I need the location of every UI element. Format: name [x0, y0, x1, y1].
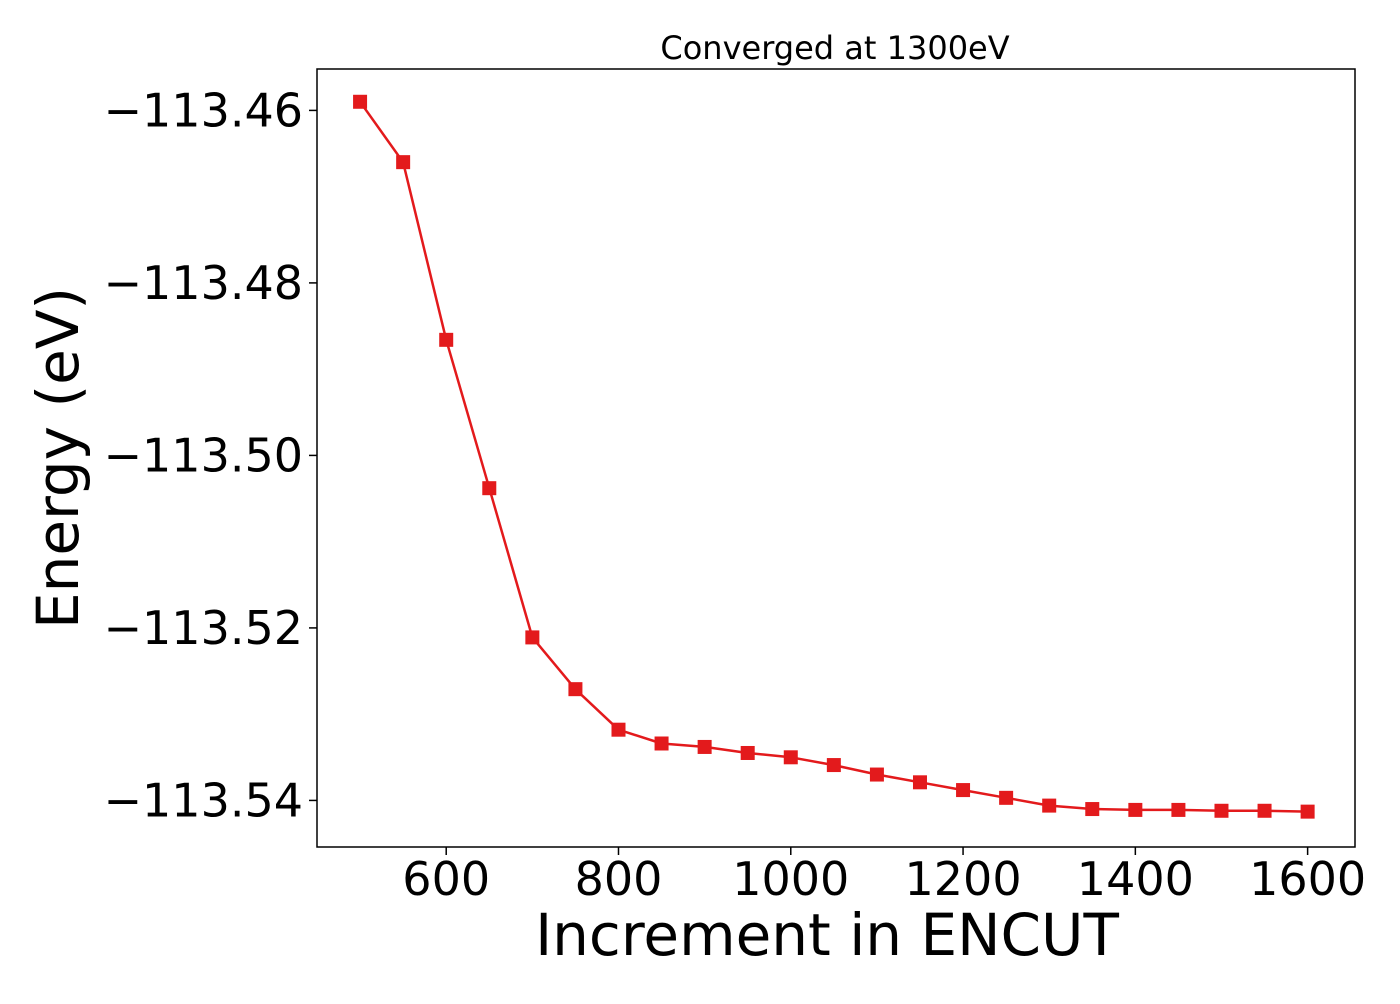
data-point [1300, 804, 1315, 819]
y-tick-label: −113.54 [104, 773, 304, 827]
data-point [697, 739, 712, 754]
x-tick-label: 1000 [732, 852, 849, 906]
plot-area: 600 800 1000 1200 1400 1600 −113.46 −113.48 −113… [104, 68, 1366, 906]
data-point [999, 790, 1014, 805]
chart-title: Converged at 1300eV [660, 29, 1009, 67]
data-point [1214, 803, 1229, 818]
x-tick-label: 1200 [905, 852, 1022, 906]
data-point [1042, 798, 1057, 813]
data-point [654, 736, 669, 751]
x-tick-label: 1400 [1077, 852, 1194, 906]
data-point [956, 783, 971, 798]
y-tick-label: −113.52 [104, 601, 304, 655]
data-point [439, 332, 454, 347]
series-line [359, 101, 1308, 813]
x-tick-label: 1600 [1249, 852, 1366, 906]
data-point [1085, 802, 1100, 817]
data-point [1171, 802, 1186, 817]
y-tick-label: −113.50 [104, 428, 304, 482]
data-point [1257, 803, 1272, 818]
y-axis-label: Energy (eV) [24, 287, 92, 629]
data-point [1128, 802, 1143, 817]
data-point [482, 481, 497, 496]
y-tick-label: −113.46 [104, 83, 304, 137]
x-tick-label: 600 [402, 852, 490, 906]
y-tick-label: −113.48 [104, 256, 304, 310]
data-point [869, 767, 884, 782]
data-point [353, 94, 368, 109]
data-point [912, 775, 927, 790]
x-axis-label: Increment in ENCUT [535, 901, 1119, 969]
data-point [611, 722, 626, 737]
data-point [525, 630, 540, 645]
data-point [396, 155, 411, 170]
data-point [783, 750, 798, 765]
x-tick-label: 800 [575, 852, 663, 906]
data-point [826, 758, 841, 773]
plot-frame [316, 68, 1356, 848]
data-point [740, 745, 755, 760]
data-point [568, 682, 583, 697]
